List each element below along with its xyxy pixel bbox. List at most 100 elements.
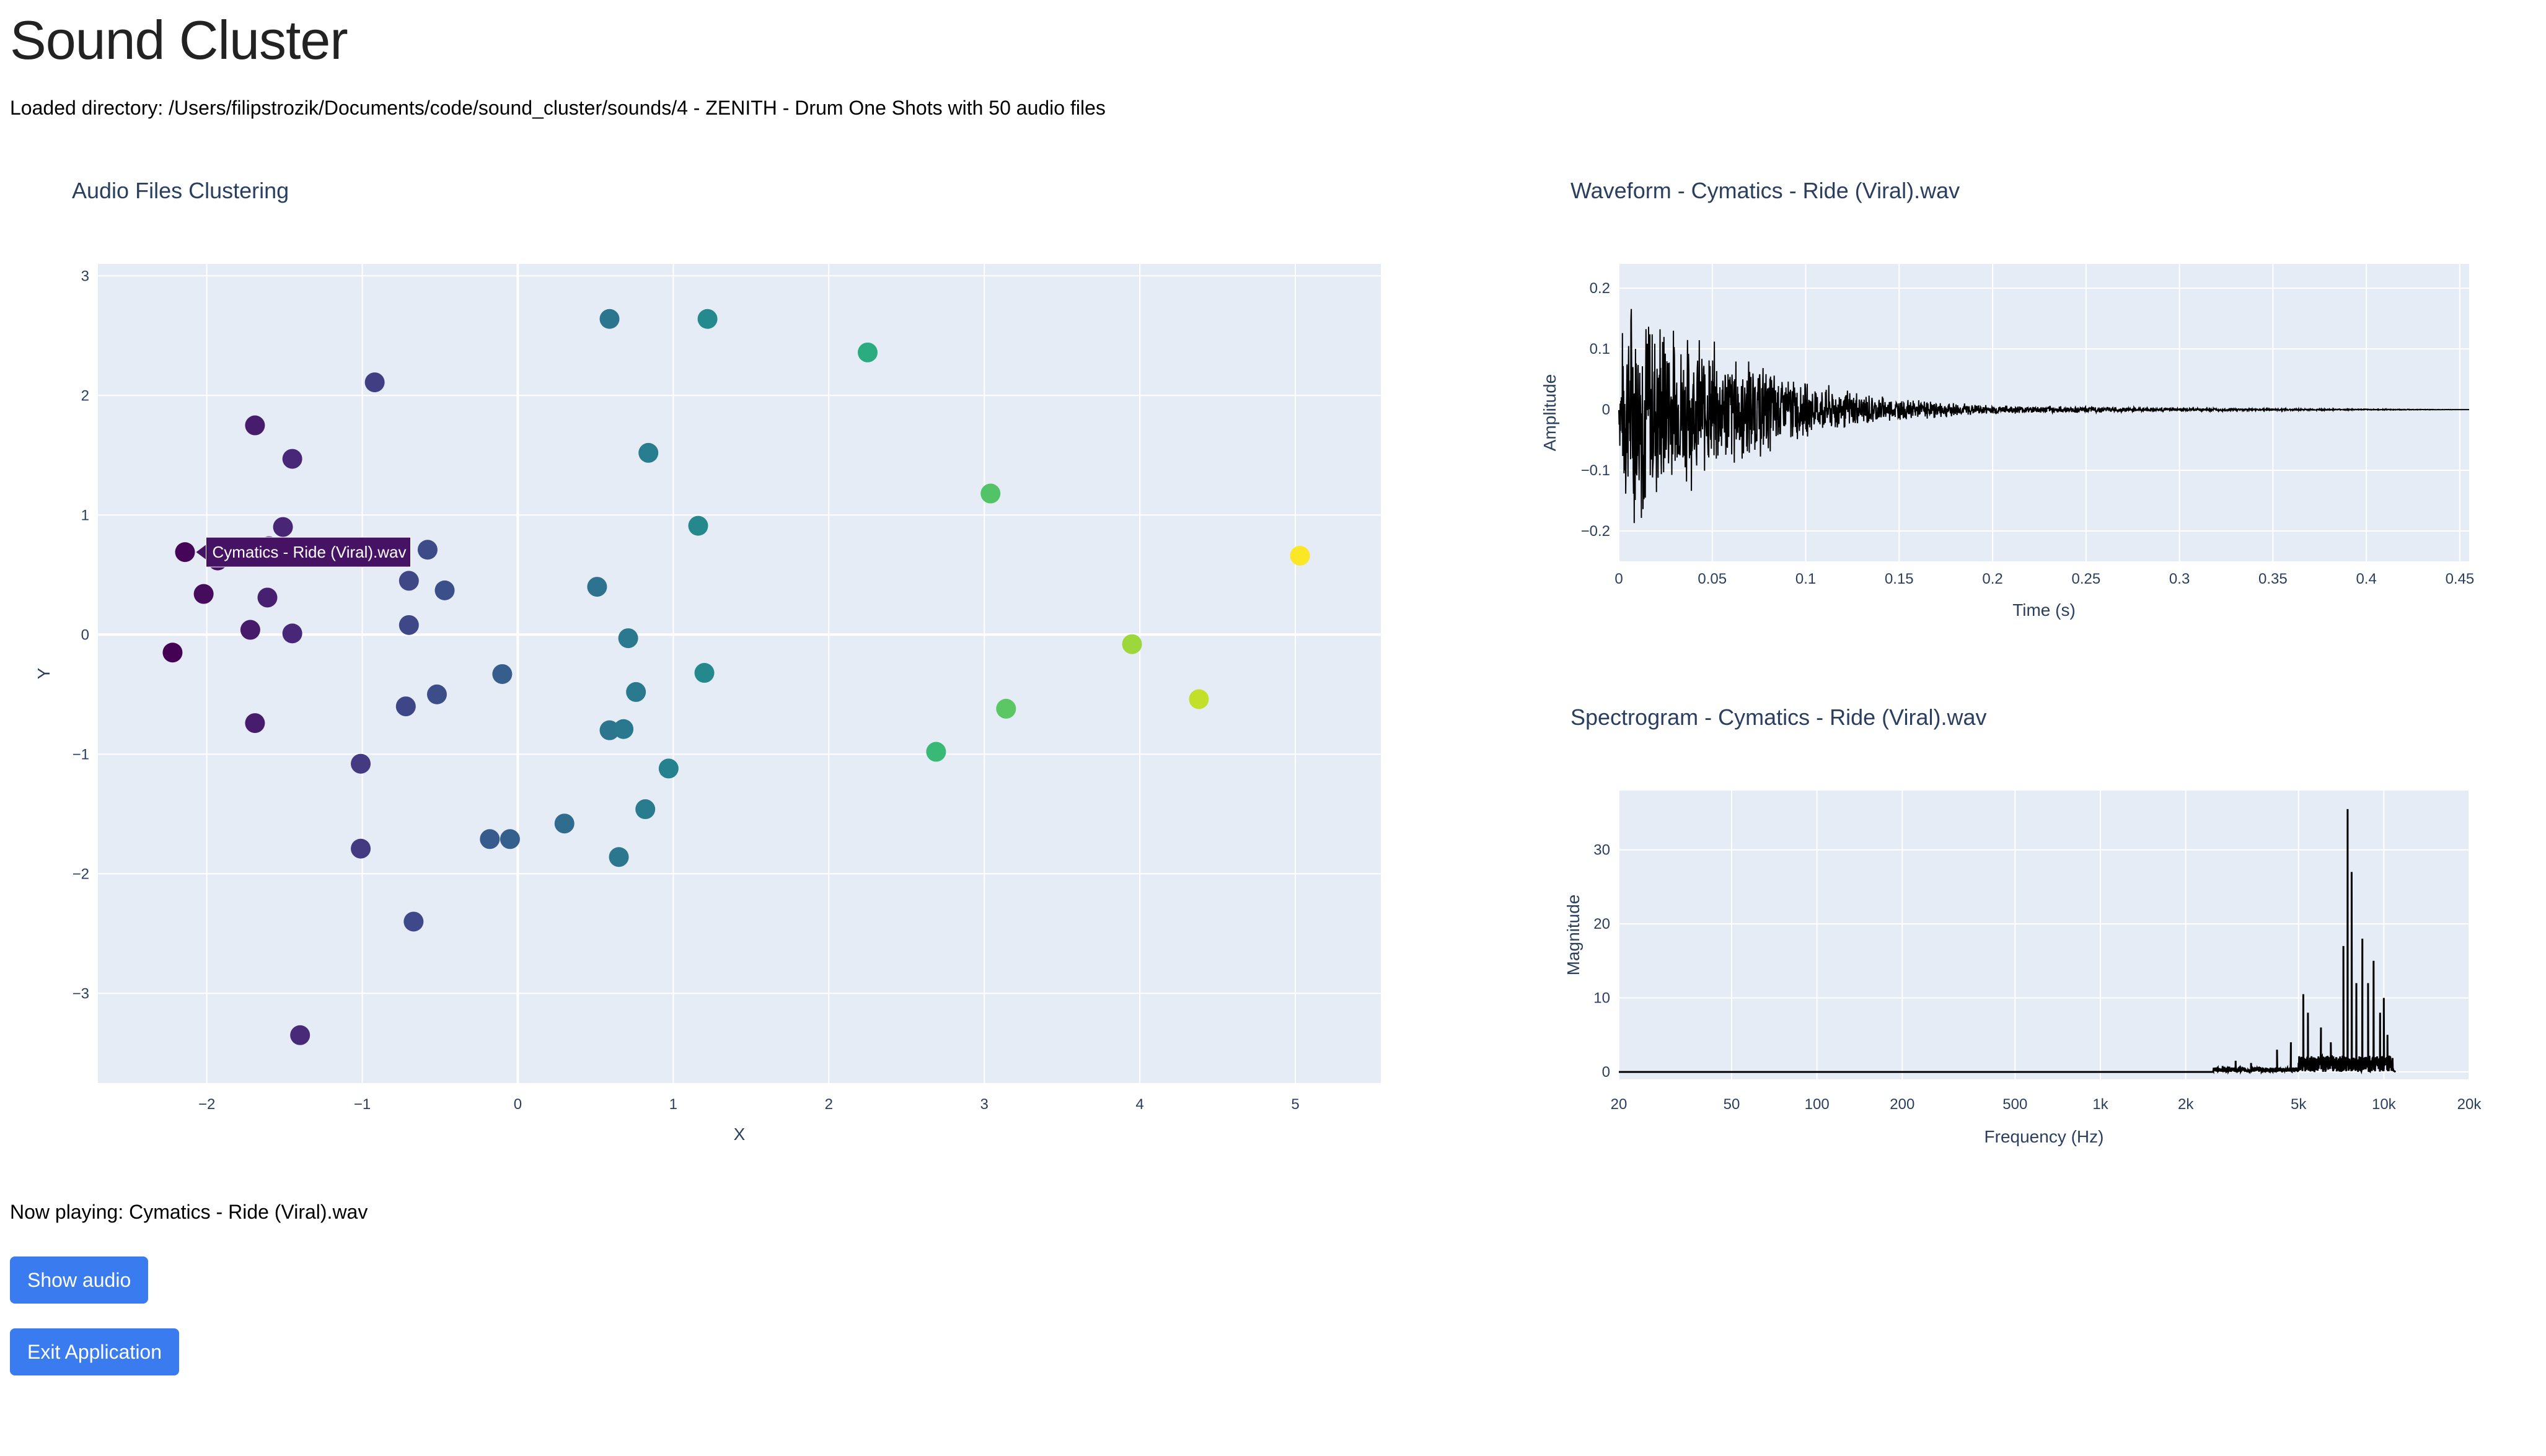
scatter-point[interactable]: [996, 698, 1016, 719]
scatter-y-tick-label: −2: [73, 866, 89, 882]
scatter-point[interactable]: [282, 449, 302, 469]
scatter-point[interactable]: [554, 814, 575, 834]
scatter-y-tick-label: 1: [81, 507, 89, 524]
scatter-point[interactable]: [245, 713, 265, 734]
hover-tooltip: Cymatics - Ride (Viral).wav: [196, 537, 412, 568]
scatter-point[interactable]: [399, 615, 419, 635]
spectrogram-x-tick-label: 100: [1805, 1096, 1830, 1113]
waveform-x-tick-label: 0: [1614, 571, 1623, 587]
scatter-point[interactable]: [399, 571, 419, 591]
scatter-point[interactable]: [162, 642, 183, 663]
scatter-point[interactable]: [351, 838, 371, 859]
scatter-x-tick-label: 3: [980, 1096, 989, 1113]
scatter-point[interactable]: [403, 911, 424, 932]
scatter-point[interactable]: [1189, 689, 1209, 709]
scatter-point[interactable]: [492, 664, 513, 684]
scatter-point[interactable]: [351, 753, 371, 774]
waveform-x-tick-label: 0.1: [1795, 571, 1816, 587]
scatter-point[interactable]: [193, 584, 214, 604]
loaded-directory-text: Loaded directory: /Users/filipstrozik/Do…: [10, 97, 1106, 119]
spectrogram-x-tick-label: 1k: [2092, 1096, 2108, 1113]
scatter-point[interactable]: [694, 663, 715, 683]
waveform-y-tick-label: 0.2: [1590, 280, 1610, 297]
waveform-plot[interactable]: Waveform - Cymatics - Ride (Viral).wav 0…: [1512, 167, 2529, 638]
scatter-point[interactable]: [1290, 545, 1310, 566]
scatter-point[interactable]: [500, 829, 520, 849]
waveform-y-tick-label: 0: [1602, 401, 1610, 418]
scatter-x-tick-label: 1: [669, 1096, 677, 1113]
waveform-x-tick-label: 0.3: [2169, 571, 2190, 587]
scatter-y-tick-label: 2: [81, 387, 89, 404]
scatter-point[interactable]: [926, 742, 946, 762]
scatter-point[interactable]: [282, 623, 302, 644]
scatter-y-tick-label: 0: [81, 626, 89, 643]
scatter-point[interactable]: [175, 542, 195, 563]
spectrogram-trace: [1619, 809, 2397, 1075]
scatter-y-axis-label: Y: [34, 667, 53, 679]
waveform-title: Waveform - Cymatics - Ride (Viral).wav: [1570, 178, 1960, 203]
scatter-point[interactable]: [609, 847, 629, 867]
scatter-point[interactable]: [426, 684, 447, 704]
scatter-point[interactable]: [688, 515, 708, 536]
scatter-point[interactable]: [480, 829, 500, 849]
scatter-point[interactable]: [618, 628, 638, 649]
scatter-y-tick-label: −1: [73, 746, 89, 763]
scatter-point[interactable]: [257, 587, 278, 608]
spectrogram-y-tick-label: 20: [1593, 916, 1610, 932]
waveform-x-tick-label: 0.25: [2071, 571, 2100, 587]
waveform-x-tick-label: 0.15: [1885, 571, 1914, 587]
waveform-trace: [1618, 309, 2469, 524]
scatter-point[interactable]: [1122, 634, 1142, 654]
scatter-point[interactable]: [626, 682, 646, 702]
scatter-point[interactable]: [599, 309, 620, 329]
scatter-point[interactable]: [245, 415, 265, 436]
scatter-point[interactable]: [638, 442, 659, 463]
scatter-point[interactable]: [417, 540, 438, 560]
scatter-point[interactable]: [587, 577, 607, 597]
scatter-x-tick-label: 2: [825, 1096, 833, 1113]
scatter-y-tick-label: −3: [73, 985, 89, 1002]
waveform-x-tick-label: 0.05: [1698, 571, 1727, 587]
scatter-x-axis-label: X: [734, 1125, 746, 1144]
waveform-x-tick-label: 0.4: [2356, 571, 2376, 587]
scatter-x-tick-label: −1: [354, 1096, 371, 1113]
scatter-x-tick-label: 0: [514, 1096, 522, 1113]
spectrogram-y-axis-label: Magnitude: [1564, 895, 1583, 976]
waveform-y-tick-label: −0.1: [1581, 462, 1610, 479]
scatter-point[interactable]: [273, 517, 293, 537]
waveform-y-tick-label: −0.2: [1581, 523, 1610, 540]
spectrogram-x-tick-label: 50: [1724, 1096, 1740, 1113]
scatter-point[interactable]: [658, 758, 679, 779]
spectrogram-x-tick-label: 20: [1611, 1096, 1628, 1113]
scatter-plot-area: [98, 264, 1381, 1083]
scatter-x-tick-label: −2: [198, 1096, 215, 1113]
spectrogram-x-tick-label: 20k: [2457, 1096, 2482, 1113]
scatter-x-tick-label: 4: [1135, 1096, 1143, 1113]
scatter-point[interactable]: [434, 580, 455, 600]
show-audio-button[interactable]: Show audio: [10, 1256, 149, 1304]
spectrogram-plot[interactable]: Spectrogram - Cymatics - Ride (Viral).wa…: [1512, 694, 2529, 1165]
spectrogram-y-tick-label: 30: [1593, 842, 1610, 859]
exit-application-button[interactable]: Exit Application: [10, 1328, 180, 1375]
now-playing-text: Now playing: Cymatics - Ride (Viral).wav: [10, 1201, 368, 1223]
spectrogram-x-tick-label: 2k: [2178, 1096, 2194, 1113]
spectrogram-x-tick-label: 500: [2002, 1096, 2027, 1113]
scatter-point[interactable]: [395, 696, 416, 717]
scatter-point[interactable]: [364, 372, 385, 393]
scatter-y-tick-label: 3: [81, 268, 89, 284]
scatter-point[interactable]: [635, 799, 656, 820]
scatter-point[interactable]: [290, 1025, 311, 1045]
waveform-y-tick-label: 0.1: [1590, 341, 1610, 357]
spectrogram-y-tick-label: 10: [1593, 990, 1610, 1007]
scatter-point[interactable]: [697, 309, 718, 329]
spectrogram-x-tick-label: 10k: [2372, 1096, 2397, 1113]
scatter-point[interactable]: [240, 620, 260, 640]
scatter-point[interactable]: [614, 719, 634, 739]
scatter-point[interactable]: [980, 483, 1001, 504]
clustering-scatter-plot[interactable]: Audio Files Clustering −2 −1 0 1 2 3 4 5 −3 −2 −1 0…: [0, 167, 1425, 1159]
scatter-x-tick-label: 5: [1291, 1096, 1299, 1113]
waveform-x-tick-label: 0.45: [2446, 571, 2475, 587]
spectrogram-x-axis-label: Frequency (Hz): [1984, 1127, 2104, 1146]
scatter-point[interactable]: [858, 342, 878, 362]
spectrogram-title: Spectrogram - Cymatics - Ride (Viral).wa…: [1570, 704, 1986, 730]
